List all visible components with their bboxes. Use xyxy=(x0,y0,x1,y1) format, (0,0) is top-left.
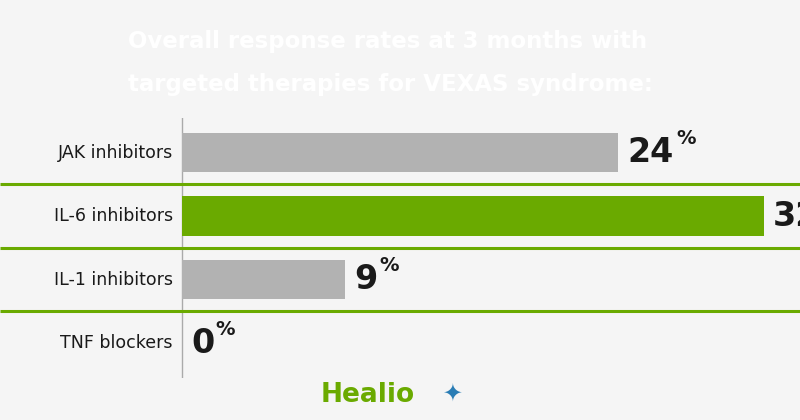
Bar xyxy=(182,197,764,236)
Text: IL-1 inhibitors: IL-1 inhibitors xyxy=(54,270,173,289)
Text: %: % xyxy=(676,129,696,148)
Text: 32: 32 xyxy=(773,200,800,233)
Text: IL-6 inhibitors: IL-6 inhibitors xyxy=(54,207,173,225)
Text: %: % xyxy=(215,320,235,339)
Text: JAK inhibitors: JAK inhibitors xyxy=(58,144,173,162)
Bar xyxy=(182,133,618,172)
Text: TNF blockers: TNF blockers xyxy=(60,334,173,352)
Text: 24: 24 xyxy=(627,136,674,169)
Text: %: % xyxy=(379,256,398,275)
Text: Overall response rates at 3 months with: Overall response rates at 3 months with xyxy=(128,30,647,52)
Text: targeted therapies for VEXAS syndrome:: targeted therapies for VEXAS syndrome: xyxy=(128,73,653,96)
Text: Healio: Healio xyxy=(321,382,415,408)
Text: 0: 0 xyxy=(191,327,214,360)
Bar xyxy=(182,260,346,299)
Text: ✦: ✦ xyxy=(442,382,462,406)
Text: 9: 9 xyxy=(354,263,378,296)
